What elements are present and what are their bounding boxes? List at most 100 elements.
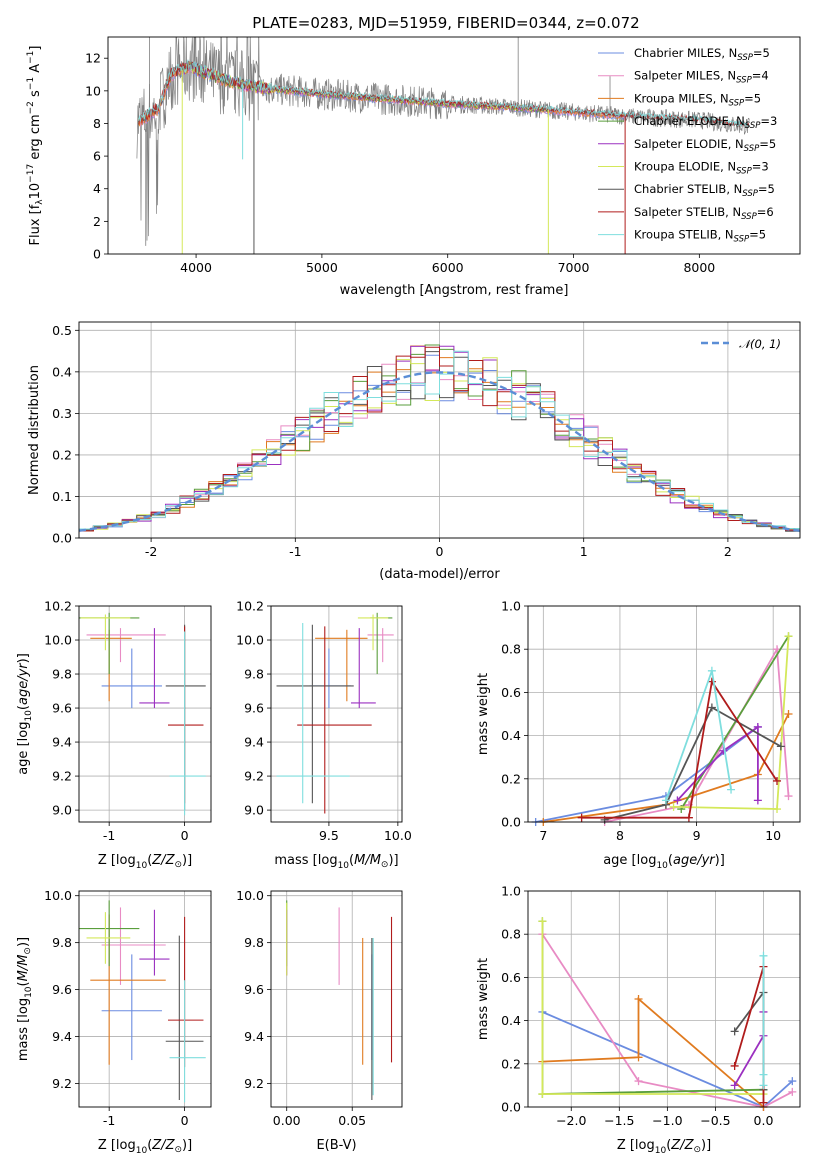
- x-axis-label: Z [log10(Z/Z⊙)]: [617, 1138, 711, 1156]
- legend-count: =5: [749, 228, 766, 242]
- x-tick-label: 9.5: [319, 828, 339, 843]
- weight-point-marker: [669, 802, 678, 811]
- y-tick-label: 9.4: [244, 1029, 264, 1044]
- legend-text: Chabrier MILES, N: [634, 46, 737, 60]
- legend-text: Salpeter STELIB, N: [634, 205, 741, 219]
- weight-series-line: [541, 921, 764, 1095]
- y-tick-label: 1.0: [501, 884, 521, 899]
- legend-label: Salpeter MILES, NSSP=4: [634, 69, 769, 86]
- spectrum-lines: [136, 37, 750, 254]
- x-tick-label: 4000: [180, 260, 212, 275]
- y-tick-label: 9.4: [52, 735, 72, 750]
- error-bars: [79, 900, 206, 1103]
- x-tick-label: 5000: [306, 260, 338, 275]
- weight-point-marker: [759, 951, 768, 960]
- legend-count: =3: [752, 160, 769, 174]
- plot-frame: [78, 321, 801, 539]
- weight-point-marker: [707, 666, 716, 675]
- y-tick-label: 9.8: [244, 667, 264, 682]
- y-tick-label: 10.2: [236, 599, 264, 614]
- y-tick-label: 0.8: [501, 927, 521, 942]
- y-tick-label: 9.0: [52, 803, 72, 818]
- x-axis-label: Z [log10(Z/Z⊙)]: [98, 853, 192, 871]
- legend-text: Kroupa STELIB, N: [634, 228, 734, 242]
- residual-histogram: [79, 350, 800, 533]
- y-tick-label: 9.4: [52, 1029, 72, 1044]
- weight-point-marker: [773, 805, 782, 814]
- weight-point-marker: [784, 710, 793, 718]
- y-tick-label: 9.6: [52, 982, 72, 997]
- mass_vs_ebv-panel: 0.00 0.05 9.2 9.4 9.6 9.8 10.0 E(B-V): [236, 888, 403, 1153]
- weight-point-marker: [759, 1098, 768, 1107]
- legend-subscript: SSP: [745, 121, 761, 131]
- weight-lines: [538, 917, 797, 1111]
- y-axis-label: Flux [fλ10−17 erg cm−2 s−1 A−1]: [26, 46, 45, 246]
- legend-count: =5: [758, 182, 775, 196]
- legend-count: =5: [744, 91, 761, 105]
- plot-frame: [527, 605, 801, 823]
- weight-point-marker: [730, 1081, 739, 1090]
- y-tick-label: 9.0: [244, 803, 264, 818]
- weight-point-marker: [673, 796, 682, 805]
- legend-subscript: SSP: [741, 212, 757, 222]
- legend-count: =6: [757, 205, 774, 219]
- y-tick-label: 10.2: [44, 599, 72, 614]
- legend-label: Kroupa MILES, NSSP=5: [634, 91, 761, 108]
- y-tick-label: 10.0: [44, 633, 72, 648]
- weight-point-marker: [707, 703, 716, 712]
- x-tick-label: 2: [724, 544, 732, 559]
- y-tick-label: 0.2: [501, 771, 521, 786]
- weight-point-marker: [634, 995, 643, 1003]
- y-tick-label: 4: [93, 181, 101, 196]
- y-tick-label: 0.5: [52, 323, 72, 338]
- error-bars: [79, 612, 206, 816]
- model-spectrum-line: [137, 59, 750, 128]
- legend-subscript: SSP: [734, 235, 750, 245]
- weight-point-marker: [577, 813, 586, 822]
- legend-subscript: SSP: [729, 98, 745, 108]
- x-tick-label: −2.0: [556, 1113, 586, 1128]
- weight-point-marker: [634, 1053, 643, 1062]
- massweight_vs_z-panel: −2.0 −1.5 −1.0 −0.5 0.0 0.0 0.2 0.4 0.6 0.8 1.0 Z […: [476, 884, 801, 1156]
- legend-count: =5: [759, 137, 776, 151]
- y-tick-label: 0: [93, 247, 101, 262]
- y-tick-label: 12: [85, 51, 101, 66]
- legend-label: 𝒩(0, 1): [739, 337, 781, 351]
- y-tick-label: 0.3: [52, 406, 72, 421]
- y-tick-label: 10.0: [236, 633, 264, 648]
- weight-point-marker: [684, 813, 693, 822]
- weight-series-line: [581, 679, 778, 819]
- error-bars: [286, 900, 393, 1100]
- weight-point-marker: [538, 917, 547, 926]
- weight-point-marker: [773, 776, 782, 785]
- weight-point-marker: [776, 742, 785, 751]
- y-tick-label: 9.8: [52, 667, 72, 682]
- x-tick-label: 0.05: [338, 1113, 366, 1128]
- weight-series-line: [542, 997, 765, 1108]
- weight-series-line: [733, 966, 765, 1103]
- y-tick-label: 0.4: [501, 728, 521, 743]
- y-tick-label: 0.0: [52, 531, 72, 546]
- weight-point-marker: [788, 1077, 797, 1086]
- x-tick-label: 0.0: [754, 1113, 774, 1128]
- weight-point-marker: [730, 1061, 739, 1070]
- x-tick-label: 0.00: [273, 1113, 301, 1128]
- legend-subscript: SSP: [742, 189, 758, 199]
- legend-subscript: SSP: [736, 76, 752, 86]
- y-tick-label: 0.0: [501, 1100, 521, 1115]
- x-tick-label: 10: [765, 828, 781, 843]
- x-tick-label: 1: [580, 544, 588, 559]
- x-tick-label: 10.0: [384, 828, 412, 843]
- x-tick-label: -1: [289, 544, 301, 559]
- weight-series-line: [680, 635, 790, 810]
- legend-subscript: SSP: [737, 53, 753, 63]
- y-tick-label: 0.6: [501, 970, 521, 985]
- x-tick-label: 8000: [683, 260, 715, 275]
- spectrum-panel: 4000 5000 6000 7000 8000 0 2 4 6 8 10 12 PLATE=0283,…: [26, 14, 801, 298]
- age_vs_mass-panel: 9.5 10.0 9.0 9.2 9.4 9.6 9.8 10.0 10.2 mass [log1…: [236, 599, 412, 872]
- y-tick-label: 0.8: [501, 642, 521, 657]
- weight-series-line: [604, 706, 782, 821]
- massweight_vs_age-panel: 7 8 9 10 0.0 0.2 0.4 0.6 0.8 1.0 age [log10(age/yr…: [476, 599, 801, 871]
- observed-spectrum-line: [136, 37, 750, 241]
